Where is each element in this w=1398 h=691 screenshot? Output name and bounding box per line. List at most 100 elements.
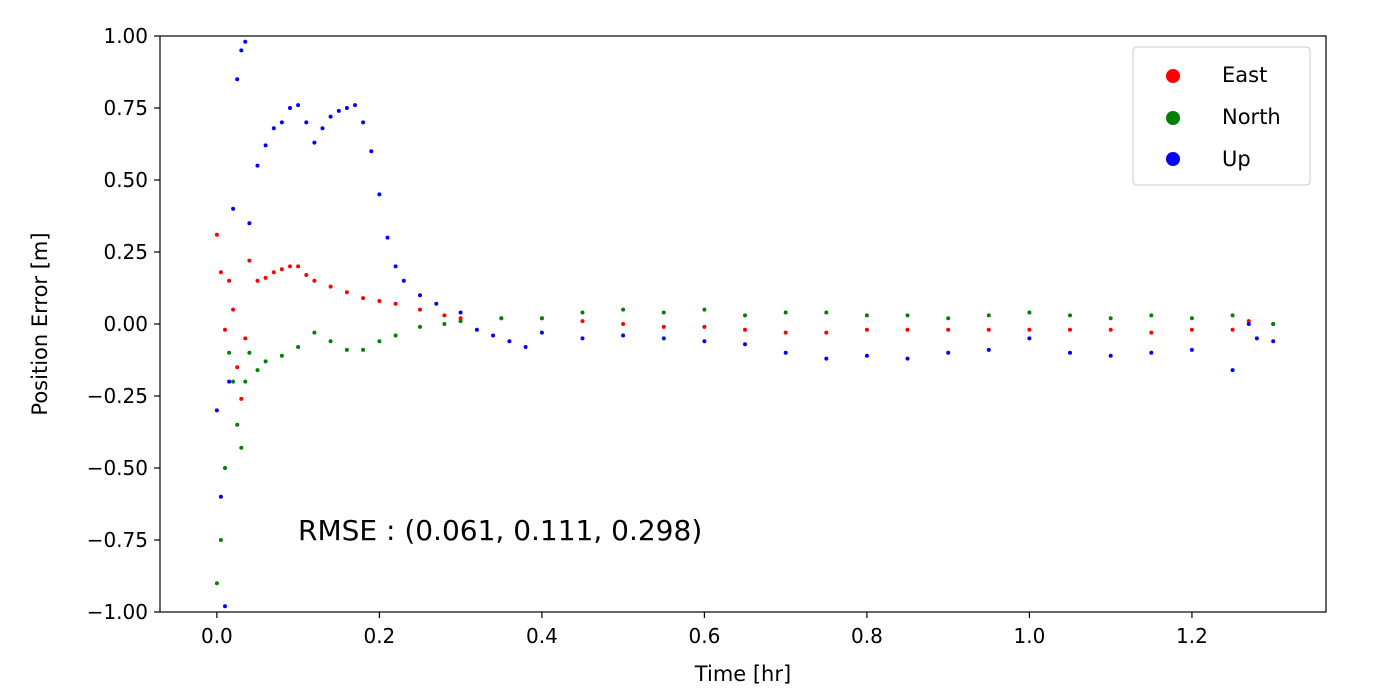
east-point — [361, 296, 366, 301]
x-axis-ticks: 0.0 0.2 0.4 0.6 0.8 1.0 1.2 — [201, 612, 1208, 648]
north-point — [1108, 316, 1113, 321]
up-point — [239, 48, 244, 53]
east-point — [1149, 330, 1154, 335]
east-point — [231, 307, 236, 312]
north-point — [218, 538, 223, 542]
east-point — [864, 327, 869, 332]
y-tick-label: −0.50 — [87, 456, 148, 480]
x-tick-label: 1.0 — [1014, 624, 1046, 648]
y-tick-label: 1.00 — [103, 24, 148, 48]
east-point — [1108, 327, 1113, 332]
east-point — [743, 327, 747, 332]
north-point — [1027, 310, 1032, 315]
north-point — [539, 316, 544, 321]
north-point — [1189, 316, 1194, 321]
y-tick-label: −0.75 — [87, 528, 148, 552]
up-point — [214, 408, 219, 413]
up-point — [986, 347, 991, 352]
east-point — [296, 264, 301, 269]
north-point — [1230, 313, 1235, 318]
series-north — [214, 307, 1276, 586]
up-point — [353, 103, 357, 108]
up-point — [271, 126, 276, 131]
up-point — [864, 353, 869, 358]
east-point — [905, 327, 910, 332]
east-point — [458, 316, 463, 321]
north-point — [344, 347, 349, 352]
up-point — [320, 126, 325, 131]
up-point — [702, 339, 707, 344]
up-point — [474, 327, 479, 332]
north-point — [1068, 313, 1072, 318]
east-point — [986, 327, 991, 332]
north-point — [361, 347, 366, 352]
north-point — [377, 339, 382, 344]
up-point — [288, 106, 292, 110]
north-point — [418, 324, 422, 329]
up-point — [743, 342, 747, 347]
legend-marker-north — [1166, 111, 1180, 125]
up-point — [1027, 336, 1032, 341]
rmse-annotation: RMSE : (0.061, 0.111, 0.298) — [298, 514, 702, 547]
north-point — [621, 307, 626, 312]
north-point — [312, 330, 317, 335]
north-point — [702, 307, 707, 312]
up-point — [824, 356, 829, 361]
up-point — [243, 39, 248, 44]
up-point — [279, 120, 284, 125]
up-point — [783, 350, 788, 355]
east-point — [235, 365, 240, 370]
east-point — [243, 336, 248, 341]
up-point — [1068, 350, 1072, 355]
north-point — [986, 313, 991, 318]
series-layer — [214, 39, 1276, 609]
east-point — [702, 324, 707, 329]
up-point — [418, 293, 422, 298]
east-point — [418, 307, 422, 312]
y-tick-label: 0.00 — [103, 312, 148, 336]
up-point — [235, 77, 240, 82]
north-point — [442, 322, 447, 326]
up-point — [263, 143, 268, 148]
north-point — [231, 379, 236, 384]
north-point — [783, 310, 788, 315]
north-point — [393, 333, 398, 338]
east-point — [946, 327, 951, 332]
east-point — [824, 330, 829, 335]
north-point — [214, 581, 219, 586]
north-point — [247, 350, 252, 355]
north-point — [227, 350, 232, 355]
north-point — [824, 310, 829, 315]
east-point — [218, 270, 223, 275]
x-tick-label: 0.6 — [688, 624, 720, 648]
up-point — [218, 494, 223, 499]
y-tick-label: −1.00 — [87, 600, 148, 624]
up-point — [1230, 368, 1235, 373]
east-point — [344, 290, 349, 295]
x-tick-label: 0.8 — [851, 624, 883, 648]
x-tick-label: 0.0 — [201, 624, 233, 648]
legend-marker-east — [1166, 69, 1180, 83]
east-point — [263, 275, 268, 280]
plot-area — [160, 36, 1326, 612]
up-point — [296, 103, 301, 108]
x-tick-label: 0.4 — [526, 624, 558, 648]
north-point — [328, 339, 333, 344]
north-point — [1271, 322, 1276, 326]
north-point — [243, 379, 248, 384]
up-point — [361, 120, 366, 125]
y-tick-label: 0.25 — [103, 240, 148, 264]
north-point — [255, 368, 260, 373]
east-point — [1230, 327, 1235, 332]
up-point — [523, 345, 528, 349]
east-point — [328, 284, 333, 289]
up-point — [1254, 336, 1259, 341]
east-point — [377, 299, 382, 303]
up-point — [458, 310, 463, 315]
y-tick-label: −0.25 — [87, 384, 148, 408]
east-point — [442, 313, 447, 318]
y-axis-ticks: 1.00 0.75 0.50 0.25 0.00 −0.25 −0.50 −0.75 −1.00 — [87, 24, 160, 624]
legend-label-up: Up — [1222, 147, 1251, 171]
north-point — [1149, 313, 1154, 318]
